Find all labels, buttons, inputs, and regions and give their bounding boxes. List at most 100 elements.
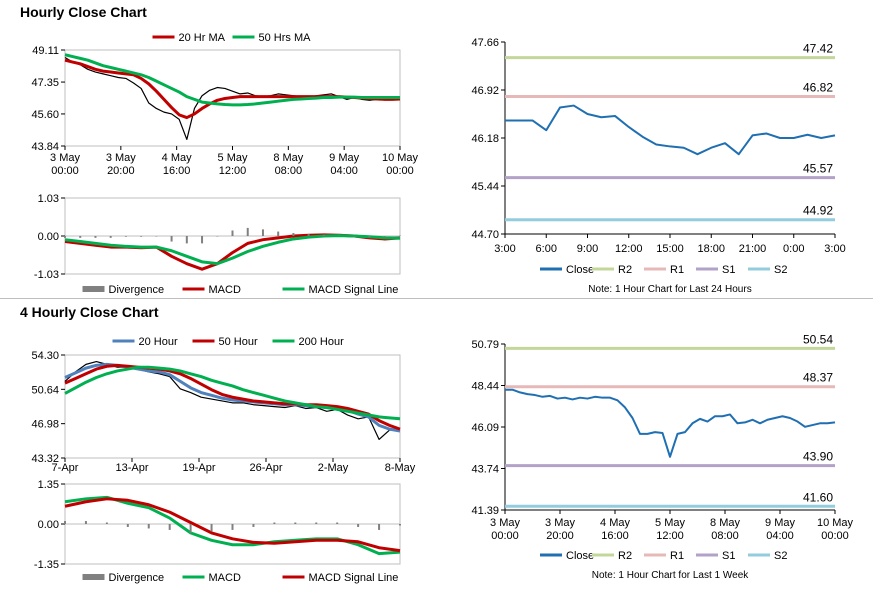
- level-label-r2: 50.54: [803, 332, 833, 346]
- legend-label-50-hrs-ma: 50 Hrs MA: [259, 32, 312, 44]
- legend-label-r2: R2: [618, 264, 632, 276]
- series-line-macd-signal-line: [64, 497, 401, 553]
- divergence-bar: [231, 230, 234, 236]
- legend-label-s2: S2: [774, 264, 787, 276]
- divergence-bar: [292, 233, 295, 236]
- hourly-levels-chart: 47.66 46.92 46.18 45.44 44.70 3:00 6:00 9:00 12:…: [471, 37, 845, 295]
- divergence-bar: [216, 236, 219, 237]
- x-tick-label: 2-May: [318, 462, 349, 474]
- divergence-bar: [109, 236, 112, 238]
- divergence-bar: [64, 236, 66, 238]
- x-tick-label: 20:00: [107, 165, 135, 177]
- chart-note: Note: 1 Hour Chart for Last 1 Week: [592, 570, 750, 581]
- legend-label-close: Close: [566, 264, 594, 276]
- divergence-bar: [378, 524, 381, 530]
- divergence-bar: [210, 524, 213, 532]
- divergence-bar: [277, 231, 280, 236]
- divergence-bar: [147, 524, 150, 529]
- y-tick-label: 50.79: [471, 339, 499, 351]
- x-tick-label: 7-Apr: [52, 462, 79, 474]
- y-tick-label: 48.44: [471, 381, 499, 393]
- legend-label-s2: S2: [774, 550, 787, 562]
- x-tick-label: 12:00: [656, 530, 684, 542]
- x-tick-label: 10 May: [817, 517, 854, 529]
- x-tick-label: 20:00: [546, 530, 574, 542]
- four-hourly-price-chart: 54.30 50.64 46.98 43.327-Apr 13-Apr 19-Apr 26-…: [31, 336, 416, 474]
- x-tick-label: 9:00: [577, 243, 598, 255]
- x-tick-label: 3:00: [824, 243, 845, 255]
- x-tick-label: 4 May: [600, 517, 630, 529]
- y-tick-label: 46.09: [471, 422, 499, 434]
- x-tick-label: 00:00: [491, 530, 519, 542]
- y-tick-label: 45.60: [31, 109, 59, 121]
- y-tick-label: 43.74: [471, 464, 499, 476]
- divergence-bar: [231, 524, 234, 530]
- divergence-bar: [84, 521, 87, 524]
- x-tick-label: 0:00: [783, 243, 804, 255]
- x-tick-label: 12:00: [219, 165, 247, 177]
- legend-label-divergence: Divergence: [109, 572, 165, 584]
- divergence-bar: [383, 236, 386, 238]
- y-tick-label: 45.44: [471, 181, 499, 193]
- divergence-bar: [273, 522, 276, 524]
- legend-label-s1: S1: [722, 264, 735, 276]
- divergence-bar: [315, 522, 318, 524]
- level-label-s1: 45.57: [803, 162, 833, 176]
- series-line-close: [505, 104, 836, 156]
- x-tick-label: 10 May: [382, 152, 419, 164]
- divergence-bar: [170, 236, 173, 242]
- x-tick-label: 8 May: [273, 152, 303, 164]
- divergence-bar: [185, 236, 188, 244]
- hourly-macd-chart: 1.03 0.00 -1.03 Divergence MACD MACD Signal L…: [34, 193, 401, 296]
- divergence-bar: [336, 522, 339, 524]
- legend-label-r2: R2: [618, 550, 632, 562]
- x-tick-label: 3 May: [106, 152, 136, 164]
- x-tick-label: 12:00: [615, 243, 643, 255]
- x-tick-label: 04:00: [330, 165, 358, 177]
- y-tick-label: 1.35: [38, 479, 59, 491]
- level-label-s1: 43.90: [803, 450, 833, 464]
- x-tick-label: 3 May: [545, 517, 575, 529]
- x-tick-label: 00:00: [386, 165, 414, 177]
- legend-label-20-hr-ma: 20 Hr MA: [179, 32, 226, 44]
- x-tick-label: 3 May: [490, 517, 520, 529]
- x-tick-label: 9 May: [329, 152, 359, 164]
- hourly-section-title: Hourly Close Chart: [20, 4, 147, 20]
- divergence-bar: [124, 236, 127, 237]
- divergence-bar: [322, 234, 325, 236]
- y-tick-label: 46.18: [471, 133, 499, 145]
- x-tick-label: 8-May: [385, 462, 416, 474]
- x-tick-label: 13-Apr: [115, 462, 148, 474]
- x-tick-label: 16:00: [163, 165, 191, 177]
- divergence-bar: [307, 234, 310, 236]
- legend-label-macd: MACD: [209, 572, 241, 584]
- y-tick-label: 1.03: [38, 193, 59, 205]
- divergence-bar: [261, 229, 264, 236]
- series-line-close: [505, 388, 836, 458]
- x-tick-label: 21:00: [739, 243, 767, 255]
- x-tick-label: 15:00: [656, 243, 684, 255]
- y-tick-label: 46.92: [471, 85, 499, 97]
- y-tick-label: 46.98: [31, 419, 59, 431]
- level-label-s2: 41.60: [803, 490, 833, 504]
- y-tick-label: 49.11: [32, 45, 59, 57]
- level-label-s2: 44.92: [803, 204, 833, 218]
- legend-label-200-hour: 200 Hour: [299, 336, 345, 348]
- legend-label-r1: R1: [670, 550, 684, 562]
- y-tick-label: 0.00: [38, 231, 59, 243]
- y-tick-label: 54.30: [31, 350, 59, 362]
- divergence-bar: [94, 236, 97, 238]
- x-tick-label: 4 May: [162, 152, 192, 164]
- x-tick-label: 3:00: [494, 243, 515, 255]
- legend-label-macd: MACD: [209, 284, 241, 296]
- x-tick-label: 26-Apr: [249, 462, 282, 474]
- divergence-bar: [105, 522, 108, 524]
- level-label-r1: 48.37: [803, 371, 833, 385]
- legend-label-50-hour: 50 Hour: [219, 336, 258, 348]
- y-tick-label: -1.03: [34, 269, 59, 281]
- section-divider: [0, 298, 873, 299]
- x-tick-label: 08:00: [275, 165, 303, 177]
- legend-label-macd-signal-line: MACD Signal Line: [309, 284, 399, 296]
